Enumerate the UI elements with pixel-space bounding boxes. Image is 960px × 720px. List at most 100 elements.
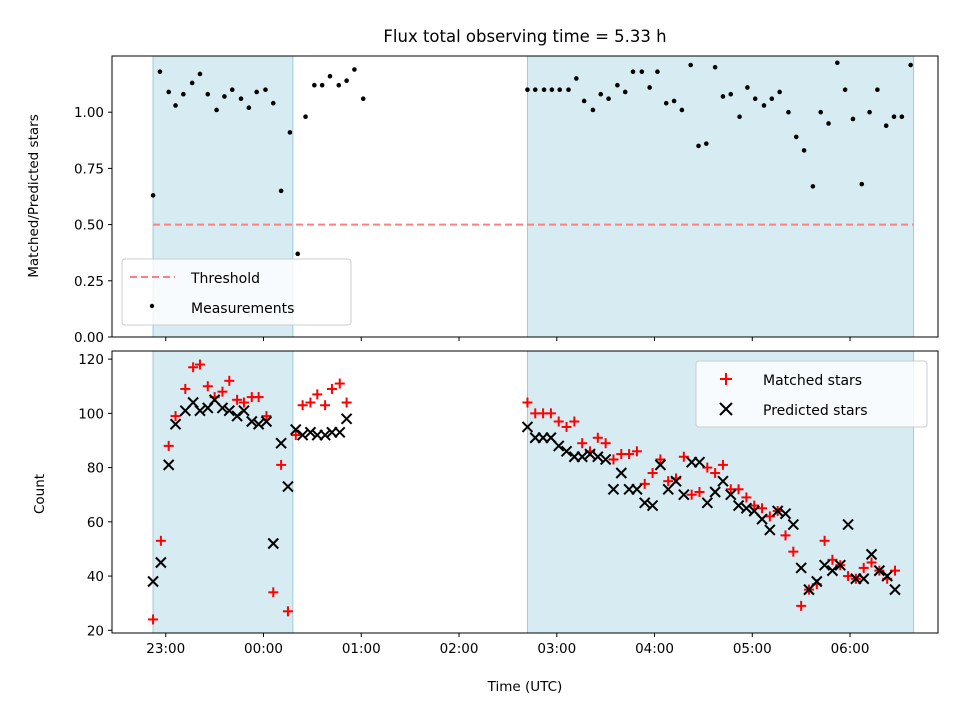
predicted-star-point — [319, 429, 331, 441]
matched-star-point — [253, 392, 264, 403]
matched-star-point — [780, 530, 791, 541]
predicted-star-point — [646, 499, 659, 512]
predicted-star-point — [260, 415, 273, 428]
x-tick-label: 01:00 — [342, 641, 381, 657]
matched-star-point — [522, 397, 533, 408]
matched-star-point — [647, 468, 658, 479]
matched-star-point — [631, 446, 642, 457]
measurement-point — [344, 78, 349, 84]
measurement-point — [639, 69, 645, 75]
measurement-point — [336, 82, 342, 88]
x-tick-label: 23:00 — [146, 641, 185, 657]
legend-measurements-swatch — [149, 303, 155, 309]
matched-star-point — [663, 476, 674, 487]
predicted-star-point — [340, 413, 353, 425]
predicted-star-point — [826, 564, 839, 577]
predicted-star-point — [615, 467, 627, 479]
matched-star-point — [655, 454, 666, 465]
predicted-star-point — [764, 524, 776, 536]
measurement-point — [908, 62, 913, 68]
measurement-point — [606, 96, 611, 102]
measurement-point — [581, 98, 587, 104]
predicted-star-point — [732, 499, 745, 512]
predicted-star-point — [169, 418, 182, 430]
matched-star-point — [261, 411, 272, 422]
predicted-star-point — [818, 559, 831, 571]
matched-star-point — [202, 381, 213, 392]
x-tick-label: 00:00 — [244, 641, 283, 657]
predicted-star-point — [881, 570, 893, 582]
measurement-point — [222, 94, 227, 99]
measurement-point — [238, 96, 244, 102]
measurement-point — [360, 96, 366, 102]
measurement-point — [655, 69, 660, 75]
predicted-star-point — [756, 513, 768, 525]
predicted-star-point — [282, 480, 294, 493]
matched-star-point — [163, 440, 174, 451]
measurement-point — [541, 87, 547, 93]
x-ticks: 23:00 00:00 01:00 02:00 03:00 04:00 05:00 06:00 — [146, 633, 869, 657]
measurement-point — [287, 130, 293, 135]
legend-predicted-swatch — [719, 402, 733, 416]
predicted-star-point — [155, 556, 167, 569]
count-panel: 20 40 60 80 100 120 23:00 00:00 01:00 02:00 03:00… — [32, 350, 939, 695]
matched-star-point — [694, 487, 705, 497]
predicted-star-point — [631, 483, 643, 495]
predicted-star-point — [216, 402, 229, 414]
measurement-point — [630, 69, 636, 75]
measurement-point — [205, 91, 211, 97]
measurement-point — [270, 100, 276, 106]
legend-box — [121, 258, 352, 326]
shaded-spans — [152, 56, 915, 337]
matched-star-point — [290, 430, 301, 441]
measurement-point — [197, 71, 203, 77]
predicted-star-point — [275, 437, 287, 449]
matched-star-point — [341, 397, 352, 408]
matched-star-point — [282, 606, 293, 617]
matched-star-point — [710, 468, 721, 479]
predicted-star-point — [584, 448, 596, 460]
predicted-star-point — [779, 507, 792, 520]
legend-matched-swatch — [720, 373, 732, 385]
matched-star-point — [545, 408, 556, 419]
predicted-star-point — [267, 537, 279, 550]
x-tick-label: 04:00 — [635, 641, 674, 657]
matched-star-point — [326, 383, 337, 394]
matched-star-point — [796, 600, 807, 611]
x-tick-label: 02:00 — [440, 641, 479, 657]
matched-star-point — [276, 459, 287, 470]
predicted-star-point — [811, 575, 823, 588]
measurement-points — [150, 60, 913, 257]
measurement-point — [254, 89, 259, 95]
matched-star-point — [866, 557, 877, 568]
matched-star-point — [217, 386, 228, 397]
measurement-point — [173, 103, 178, 108]
x-tick-label: 05:00 — [733, 641, 772, 657]
y-tick-label: 0.75 — [74, 161, 104, 177]
predicted-star-point — [639, 497, 651, 509]
y-tick-label: 120 — [78, 352, 104, 368]
predicted-star-point — [873, 564, 886, 577]
matched-star-point — [788, 546, 799, 557]
measurement-point — [835, 60, 840, 66]
x-tick-label: 03:00 — [537, 641, 576, 657]
measurement-point — [704, 141, 709, 146]
y-tick-label: 40 — [87, 569, 104, 585]
measurement-point — [867, 109, 872, 115]
y-axis-label: Matched/Predicted stars — [26, 114, 42, 277]
matched-star-point — [843, 571, 854, 582]
matched-star-point — [232, 394, 243, 405]
measurement-point — [574, 76, 579, 81]
measurement-point — [899, 114, 905, 119]
y-axis-label: Count — [32, 474, 48, 514]
measurement-point — [615, 82, 620, 88]
measurement-point — [150, 193, 156, 198]
measurement-point — [166, 89, 171, 95]
matched-star-point — [600, 438, 611, 449]
measurement-point — [647, 85, 652, 90]
measurement-point — [761, 103, 767, 108]
matched-star-point — [188, 362, 199, 373]
predicted-star-point — [670, 475, 682, 487]
axes-frame — [111, 350, 939, 634]
predicted-star-point — [334, 426, 346, 439]
